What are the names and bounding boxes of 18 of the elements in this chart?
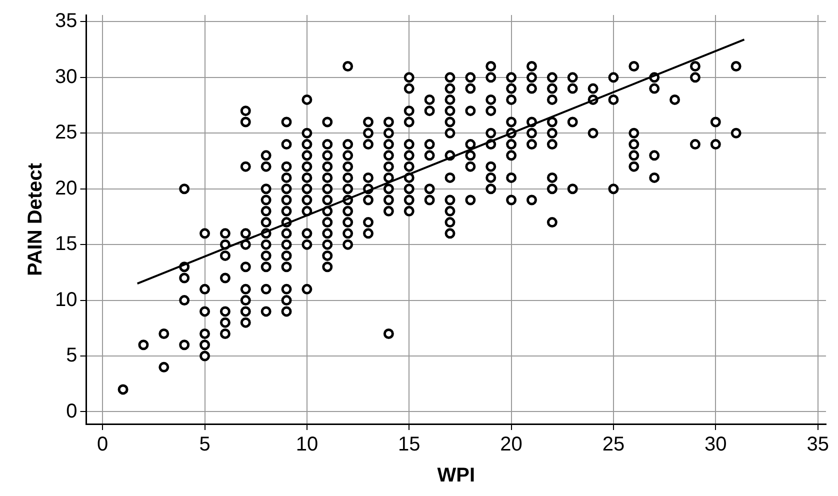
y-tick-label: 10 (54, 288, 78, 311)
x-tick-label: 5 (199, 434, 210, 456)
y-tick-label: 15 (54, 233, 78, 256)
x-tick-label: 0 (97, 434, 108, 456)
x-axis-title: WPI (437, 464, 476, 487)
y-tick-label: 35 (54, 10, 78, 32)
y-tick-label: 25 (54, 122, 78, 144)
y-axis-title: PAIN Detect (24, 162, 47, 276)
x-tick-label: 35 (806, 434, 829, 456)
x-tick-label: 30 (704, 434, 727, 456)
y-tick-label: 20 (54, 177, 78, 200)
x-tick-label: 15 (398, 434, 420, 456)
y-tick-label: 0 (66, 400, 78, 422)
y-tick-label: 30 (54, 66, 78, 88)
x-tick-label: 10 (296, 434, 318, 456)
x-tick-label: 20 (500, 434, 522, 456)
x-tick-label: 25 (602, 434, 625, 456)
y-tick-label: 5 (66, 344, 78, 367)
